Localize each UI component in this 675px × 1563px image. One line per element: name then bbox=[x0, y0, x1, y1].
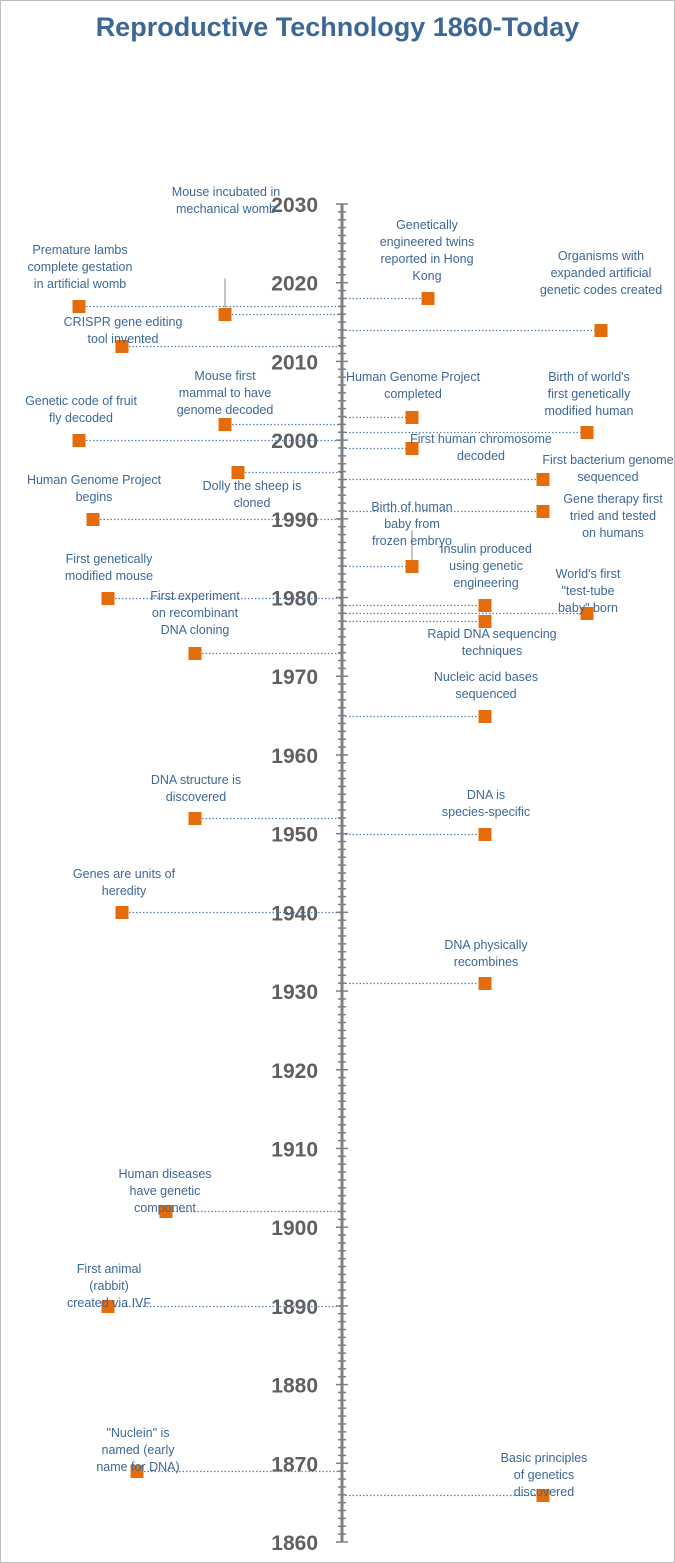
year-tick-label: 1950 bbox=[271, 824, 318, 847]
event-label: DNA is species-specific bbox=[442, 788, 530, 819]
event-marker bbox=[72, 434, 86, 447]
event-marker bbox=[101, 1300, 115, 1313]
year-tick-label: 1930 bbox=[271, 981, 318, 1004]
year-tick-label: 1920 bbox=[271, 1060, 318, 1083]
event-label: Dolly the sheep is cloned bbox=[203, 479, 302, 510]
year-tick-label: 2000 bbox=[271, 430, 318, 453]
year-tick-label: 1860 bbox=[271, 1532, 318, 1555]
event-marker bbox=[478, 599, 492, 612]
year-tick-label: 1990 bbox=[271, 509, 318, 532]
event-marker bbox=[115, 906, 129, 919]
year-tick-label: 1870 bbox=[271, 1453, 318, 1476]
year-tick-label: 2030 bbox=[271, 194, 318, 217]
event-label: Birth of world's first genetically modifie… bbox=[545, 370, 634, 418]
event-label: First experiment on recombinant DNA clonin… bbox=[150, 589, 240, 637]
event-marker bbox=[405, 411, 419, 424]
year-tick-label: 1890 bbox=[271, 1296, 318, 1319]
chart-title: Reproductive Technology 1860-Today bbox=[95, 12, 580, 42]
event-label: DNA structure is discovered bbox=[151, 773, 241, 804]
event-label: CRISPR gene editing tool invented bbox=[64, 315, 183, 346]
event-marker bbox=[405, 560, 419, 573]
event-label: Gene therapy first tried and tested on hum… bbox=[563, 492, 663, 540]
event-label: Genetic code of fruit fly decoded bbox=[25, 394, 137, 425]
year-tick-label: 1940 bbox=[271, 902, 318, 925]
event-marker bbox=[159, 1205, 173, 1218]
event-marker bbox=[72, 300, 86, 313]
event-marker bbox=[580, 426, 594, 439]
event-label: Organisms with expanded artificial genetic… bbox=[540, 249, 662, 297]
event-marker bbox=[536, 1489, 550, 1502]
event-marker bbox=[218, 418, 232, 431]
event-marker bbox=[536, 505, 550, 518]
event-label: Rapid DNA sequencing techniques bbox=[427, 627, 556, 658]
event-label: Genes are units of heredity bbox=[73, 867, 176, 898]
year-tick-label: 2020 bbox=[271, 273, 318, 296]
event-marker bbox=[101, 592, 115, 605]
event-marker bbox=[536, 473, 550, 486]
event-marker bbox=[478, 710, 492, 723]
year-tick-label: 2010 bbox=[271, 351, 318, 374]
event-label: Human diseases have genetic component bbox=[118, 1167, 211, 1215]
year-tick-label: 1910 bbox=[271, 1138, 318, 1161]
event-label: Nucleic acid bases sequenced bbox=[434, 670, 538, 701]
year-tick-label: 1960 bbox=[271, 745, 318, 768]
event-marker bbox=[478, 977, 492, 990]
event-label: Mouse first mammal to have genome decoded bbox=[177, 369, 274, 417]
year-tick-label: 1900 bbox=[271, 1217, 318, 1240]
event-label: First human chromosome decoded bbox=[410, 432, 552, 463]
event-marker bbox=[594, 324, 608, 337]
event-label: First bacterium genome sequenced bbox=[542, 453, 673, 484]
event-label: Basic principles of genetics discovered bbox=[501, 1451, 588, 1499]
event-label: Premature lambs complete gestation in arti… bbox=[28, 243, 133, 291]
event-marker bbox=[218, 308, 232, 321]
event-marker bbox=[580, 607, 594, 620]
event-marker bbox=[188, 812, 202, 825]
event-label: "Nuclein" is named (early name for DNA) bbox=[96, 1426, 179, 1474]
event-marker bbox=[478, 615, 492, 628]
event-marker bbox=[478, 828, 492, 841]
event-marker bbox=[421, 292, 435, 305]
event-label: Birth of human baby from frozen embryo bbox=[371, 500, 452, 548]
year-tick-label: 1880 bbox=[271, 1375, 318, 1398]
event-marker bbox=[130, 1465, 144, 1478]
event-label: First animal (rabbit) created via IVF bbox=[67, 1262, 151, 1310]
event-marker bbox=[188, 647, 202, 660]
event-label: DNA physically recombines bbox=[444, 938, 528, 969]
event-marker bbox=[86, 513, 100, 526]
event-marker bbox=[405, 442, 419, 455]
event-label: Insulin produced using genetic engineering bbox=[440, 542, 532, 590]
event-label: World's first "test-tube baby" born bbox=[556, 567, 621, 615]
event-marker bbox=[231, 466, 245, 479]
event-label: Mouse incubated in mechanical womb bbox=[172, 185, 280, 216]
event-marker bbox=[115, 340, 129, 353]
event-label: Human Genome Project completed bbox=[346, 370, 481, 401]
event-label: Genetically engineered twins reported in H… bbox=[380, 218, 475, 283]
event-label: First genetically modified mouse bbox=[65, 552, 153, 583]
event-label: Human Genome Project begins bbox=[27, 473, 162, 504]
year-tick-label: 1970 bbox=[271, 666, 318, 689]
